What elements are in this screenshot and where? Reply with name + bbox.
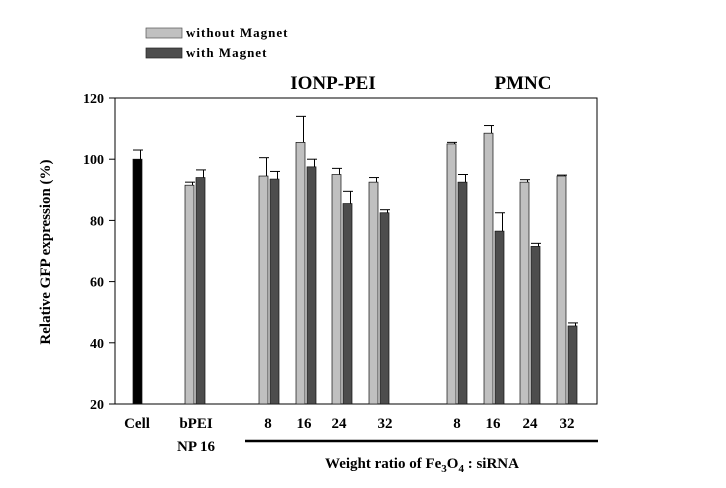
bars-layer [132,115,578,405]
bar-pmnc-8-with-magnet [457,174,468,405]
bar-pmnc-8-with-magnet-rect [457,181,468,405]
bar-pmnc-8-without-magnet [446,141,457,405]
bar-pmnc-32-with-magnet [567,322,578,405]
bar-pmnc-16-with-magnet-rect [494,230,505,405]
bar-pmnc-32-without-magnet-rect [556,175,567,405]
bar-ionp-pei-32-without-magnet-rect [368,181,379,405]
y-tick-label: 60 [90,276,104,291]
legend: without Magnet with Magnet [145,25,288,60]
bar-cell [132,149,143,405]
bar-ionp-pei-8-without-magnet-rect [258,175,269,405]
bar-ionp-pei-8-with-magnet-rect [269,178,280,405]
bar-ionp-pei-16-with-magnet-rect [306,166,317,405]
legend-label-with-magnet: with Magnet [186,45,267,60]
y-tick-label: 100 [83,153,104,168]
bar-bpei-without-magnet [184,181,195,405]
category-label-pmnc-32: 32 [560,416,575,432]
bar-pmnc-24-without-magnet [519,179,530,405]
category-label-cell: Cell [124,416,150,432]
bar-pmnc-16-with-magnet [494,212,505,405]
category-label-pmnc-8: 8 [453,416,461,432]
legend-swatch-with-magnet [145,47,183,59]
y-tick-label: 80 [90,214,104,229]
y-tick-label: 40 [90,337,104,352]
group-title-ionp-pei: IONP-PEI [290,73,376,94]
category-label-pmnc-24: 24 [523,416,539,432]
bar-pmnc-24-with-magnet-rect [530,246,541,405]
bar-pmnc-16-without-magnet-rect [483,132,494,405]
bar-ionp-pei-32-with-magnet-rect [379,212,390,405]
bar-ionp-pei-24-without-magnet [331,167,342,405]
bar-bpei-with-magnet [195,169,206,405]
bar-ionp-pei-32-with-magnet [379,209,390,405]
bar-pmnc-24-without-magnet-rect [519,181,530,405]
bar-ionp-pei-24-with-magnet-rect [342,203,353,405]
bar-ionp-pei-16-without-magnet-rect [295,142,306,405]
category-label-ionp-8: 8 [264,416,272,432]
bar-bpei-with-magnet-rect [195,177,206,405]
category-label-ionp-32: 32 [378,416,393,432]
bar-ionp-pei-24-without-magnet-rect [331,174,342,405]
category-label-np16: NP 16 [177,439,215,455]
group-title-pmnc: PMNC [495,73,552,94]
x-axis-labels: Cell bPEI NP 16 8 16 24 32 8 16 24 32 [124,416,574,455]
bar-ionp-pei-16-with-magnet [306,158,317,405]
bar-ionp-pei-8-without-magnet [258,157,269,405]
y-axis-title: Relative GFP expression (%) [38,159,54,344]
y-tick-label: 120 [83,92,104,107]
bar-pmnc-24-with-magnet [530,242,541,405]
category-label-pmnc-16: 16 [486,416,502,432]
bar-pmnc-32-without-magnet [556,174,567,405]
legend-label-without-magnet: without Magnet [186,25,288,40]
bar-pmnc-8-without-magnet-rect [446,143,457,405]
category-label-bpei: bPEI [179,416,213,432]
bar-cell-rect [132,158,143,405]
category-label-ionp-16: 16 [297,416,313,432]
bar-ionp-pei-8-with-magnet [269,170,280,405]
bar-ionp-pei-24-with-magnet [342,190,353,405]
bar-pmnc-32-with-magnet-rect [567,325,578,405]
bar-bpei-without-magnet-rect [184,184,195,405]
bar-ionp-pei-16-without-magnet [295,115,306,405]
category-label-ionp-24: 24 [332,416,348,432]
bar-ionp-pei-32-without-magnet [368,177,379,405]
x-axis-title: Weight ratio of Fe3O4 : siRNA [325,456,519,475]
plot-frame [114,97,598,405]
y-tick-label: 20 [90,398,104,413]
bar-pmnc-16-without-magnet [483,125,494,405]
legend-swatch-without-magnet [145,27,183,39]
y-axis: 20 40 60 80 100 120 [83,92,115,413]
